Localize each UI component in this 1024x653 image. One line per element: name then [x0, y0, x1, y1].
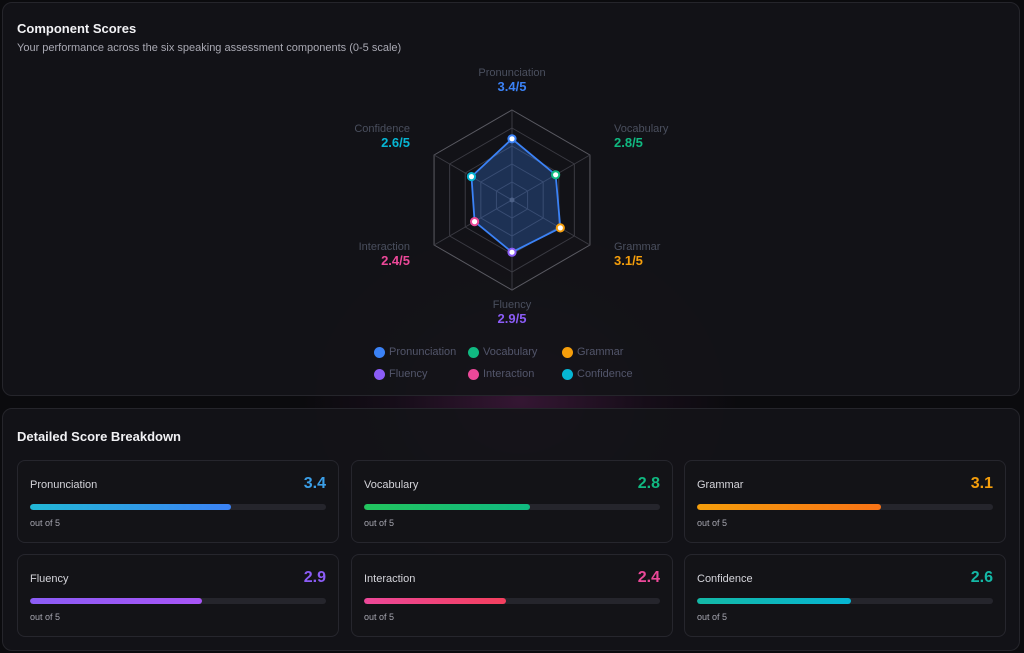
radar-point-confidence — [466, 172, 477, 182]
score-progress-fill — [30, 504, 232, 510]
component-scores-card: Component Scores Your performance across… — [2, 2, 1020, 396]
score-progress-fill — [364, 598, 507, 604]
score-card-vocabulary: Vocabulary 2.8 out of 5 — [351, 460, 673, 543]
score-unit: out of 5 — [364, 612, 395, 622]
score-breakdown-title: Detailed Score Breakdown — [17, 429, 181, 444]
radar-axis-score-grammar: 3.1/5 — [614, 253, 643, 268]
score-card-confidence: Confidence 2.6 out of 5 — [684, 554, 1006, 637]
radar-point-grammar — [555, 223, 565, 233]
score-progress-bar — [697, 598, 993, 604]
radar-center-point — [509, 197, 515, 203]
radar-axis-score-interaction: 2.4/5 — [381, 253, 410, 268]
legend-label: Interaction — [483, 368, 535, 380]
legend-item-confidence[interactable]: Confidence — [562, 368, 633, 380]
score-unit: out of 5 — [30, 518, 61, 528]
legend-label: Pronunciation — [389, 346, 457, 358]
score-name: Grammar — [697, 479, 744, 491]
radar-point-fluency — [507, 247, 517, 257]
score-value: 2.8 — [637, 475, 660, 492]
radar-axis-label-vocabulary: Vocabulary — [614, 123, 669, 135]
radar-axis-score-vocabulary: 2.8/5 — [614, 135, 643, 150]
legend-dot — [468, 346, 479, 358]
score-value: 3.4 — [303, 475, 326, 492]
legend-label: Fluency — [389, 368, 428, 380]
score-progress-bar — [30, 504, 326, 510]
legend-dot — [562, 368, 573, 380]
radar-axis-label-grammar: Grammar — [614, 241, 661, 253]
score-unit: out of 5 — [30, 612, 61, 622]
legend-label: Confidence — [577, 368, 633, 380]
legend-label: Vocabulary — [483, 346, 538, 358]
score-progress-fill — [697, 598, 851, 604]
component-scores-subtitle: Your performance across the six speaking… — [17, 42, 402, 54]
radar-axis-label-interaction: Interaction — [359, 241, 410, 253]
score-value: 2.4 — [637, 569, 660, 586]
legend-dot — [562, 346, 573, 358]
legend-item-pronunciation[interactable]: Pronunciation — [374, 346, 456, 358]
radar-axis-label-confidence: Confidence — [354, 123, 410, 135]
radar-axis-label-pronunciation: Pronunciation — [478, 67, 545, 79]
score-progress-bar — [364, 598, 660, 604]
radar-axis-line — [511, 199, 591, 246]
radar-point-pronunciation — [507, 134, 517, 144]
radar-axis-score-fluency: 2.9/5 — [498, 311, 527, 326]
score-name: Interaction — [364, 573, 416, 585]
score-card-fluency: Fluency 2.9 out of 5 — [17, 554, 339, 637]
score-card-grammar: Grammar 3.1 out of 5 — [684, 460, 1006, 543]
score-value: 2.6 — [970, 569, 993, 586]
score-unit: out of 5 — [697, 612, 728, 622]
legend-item-vocabulary[interactable]: Vocabulary — [468, 346, 537, 358]
legend-item-grammar[interactable]: Grammar — [562, 346, 623, 358]
score-name: Pronunciation — [30, 479, 98, 491]
radar-axis-line — [511, 154, 591, 201]
radar-point-interaction — [469, 217, 480, 227]
score-progress-bar — [30, 598, 326, 604]
radar-axis-score-confidence: 2.6/5 — [381, 135, 410, 150]
score-progress-fill — [697, 504, 881, 510]
score-progress-bar — [697, 504, 993, 510]
radar-data-area — [470, 137, 562, 254]
legend-label: Grammar — [577, 346, 624, 358]
legend-dot — [374, 346, 385, 358]
score-name: Vocabulary — [364, 479, 419, 491]
score-unit: out of 5 — [364, 518, 395, 528]
component-scores-title: Component Scores — [17, 21, 137, 36]
score-value: 3.1 — [970, 475, 993, 492]
score-name: Confidence — [697, 573, 753, 585]
score-breakdown-card: Detailed Score Breakdown Pronunciation 3… — [2, 408, 1020, 651]
legend-dot — [468, 368, 479, 380]
radar-point-vocabulary — [551, 170, 561, 180]
radar-axis-label-fluency: Fluency — [493, 299, 532, 311]
score-progress-fill — [30, 598, 202, 604]
score-progress-fill — [364, 504, 530, 510]
legend-dot — [374, 368, 385, 380]
score-name: Fluency — [30, 573, 69, 585]
score-card-pronunciation: Pronunciation 3.4 out of 5 — [17, 460, 339, 543]
radar-axis-score-pronunciation: 3.4/5 — [498, 79, 527, 94]
score-progress-bar — [364, 504, 660, 510]
legend-item-interaction[interactable]: Interaction — [468, 368, 534, 380]
score-value: 2.9 — [303, 569, 326, 586]
score-card-interaction: Interaction 2.4 out of 5 — [351, 554, 673, 637]
score-unit: out of 5 — [697, 518, 728, 528]
legend-item-fluency[interactable]: Fluency — [374, 368, 428, 380]
